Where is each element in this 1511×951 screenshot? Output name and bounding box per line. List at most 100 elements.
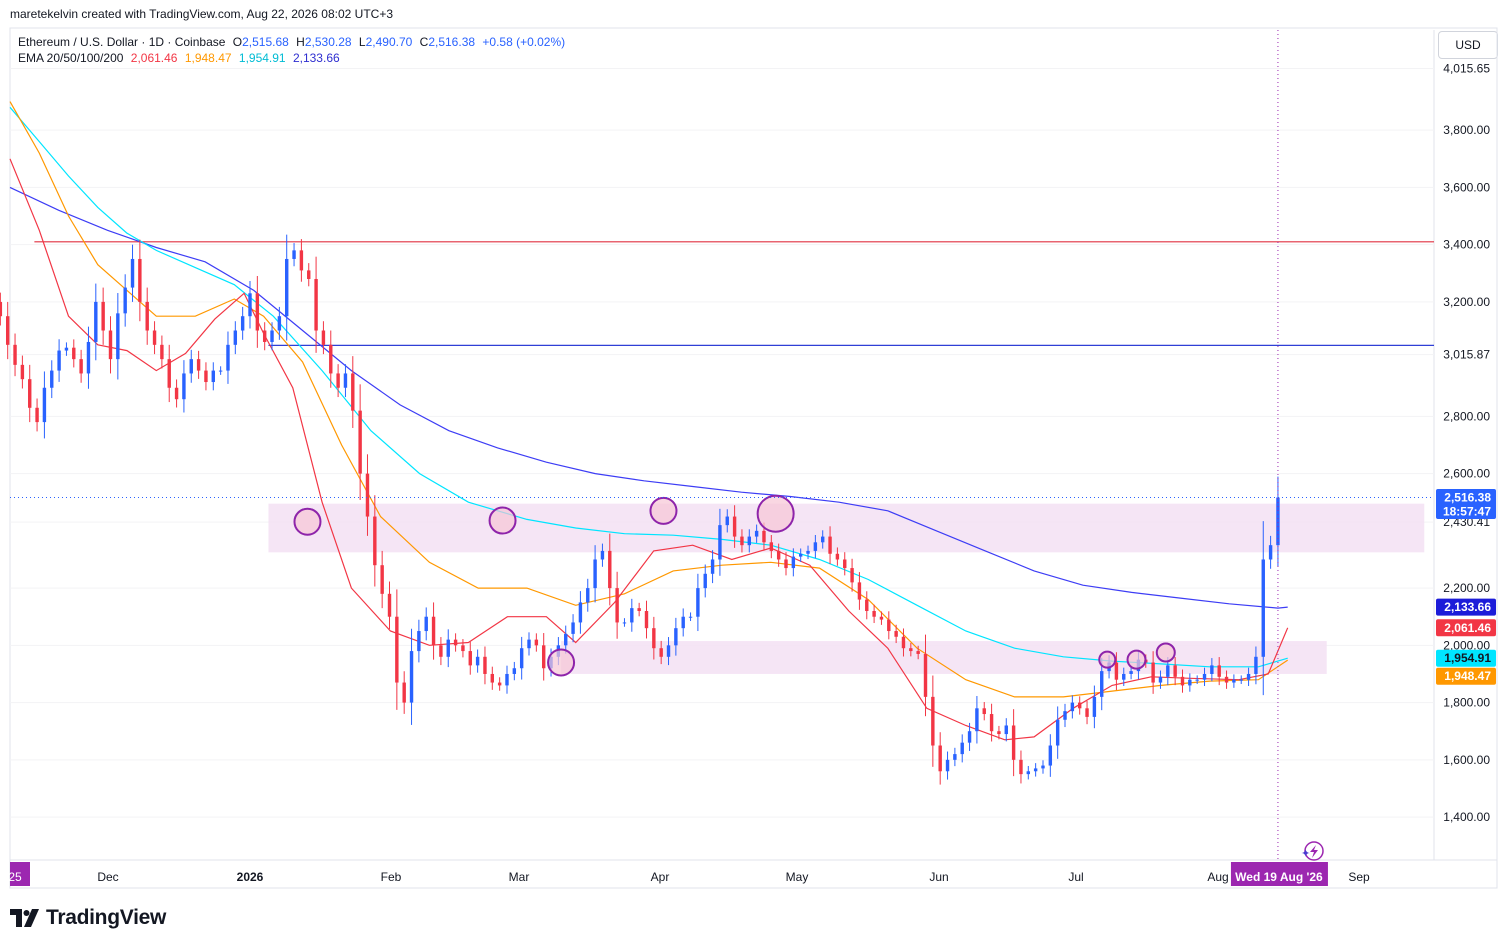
candle-body	[145, 301, 149, 331]
candle-body	[887, 619, 891, 632]
low-value: 2,490.70	[365, 35, 413, 49]
candle-body	[630, 608, 634, 623]
candle-body	[1261, 559, 1265, 657]
candle-body	[1122, 673, 1126, 680]
candle-body	[1048, 745, 1053, 766]
candle-body	[1041, 765, 1045, 769]
candle-body	[776, 550, 781, 560]
candle-body	[72, 347, 76, 360]
tradingview-logo[interactable]: TradingView	[10, 906, 166, 930]
candle-body	[615, 588, 619, 623]
candle-body	[174, 387, 179, 400]
candle-body	[901, 636, 906, 649]
candle-body	[843, 559, 847, 569]
candle-body	[182, 373, 186, 400]
candle-body	[967, 731, 972, 743]
low-label: L	[358, 35, 366, 49]
price-tick-label: 2,600.00	[1443, 467, 1490, 481]
candle-body	[1070, 702, 1075, 712]
price-label-text: 2,061.46	[1444, 621, 1491, 635]
price-label-text: 2,516.38	[1444, 491, 1491, 505]
candle-body	[975, 708, 979, 732]
candle-body	[380, 565, 384, 594]
candle-body	[439, 645, 443, 657]
candle-body	[358, 410, 362, 474]
crosshair-date-bg	[1230, 862, 1328, 886]
price-tick-label: 3,200.00	[1443, 295, 1490, 309]
candle-body	[541, 645, 546, 669]
close-label: C	[419, 35, 429, 49]
touch-marker-circle	[756, 494, 795, 533]
candle-body	[997, 731, 1001, 735]
candle-body	[1011, 725, 1016, 760]
ema-legend: EMA 20/50/100/200 2,061.46 1,948.47 1,95…	[18, 51, 344, 65]
candle-body	[1151, 662, 1155, 683]
candle-body	[916, 651, 920, 654]
candle-body	[307, 270, 311, 279]
touch-marker-circle	[1126, 649, 1147, 670]
touch-marker-circle	[1155, 642, 1176, 663]
price-tick-label: 4,015.65	[1443, 61, 1490, 75]
price-label-bg	[1436, 667, 1496, 685]
price-tick-label: 2,800.00	[1443, 409, 1490, 423]
candle-body	[240, 316, 245, 331]
candle-body	[35, 407, 39, 423]
candle-body	[652, 628, 656, 649]
attribution: maretekelvin created with TradingView.co…	[10, 7, 393, 21]
ema200-value: 2,133.66	[292, 51, 340, 65]
candle-body	[365, 473, 370, 517]
candle-body	[1004, 725, 1008, 735]
candle-body	[13, 344, 17, 365]
price-tick-label: 3,600.00	[1443, 180, 1490, 194]
candle-body	[1217, 665, 1221, 677]
candle-body	[373, 516, 377, 566]
ohlc-close: C2,516.38	[420, 35, 475, 49]
candle-body	[953, 754, 957, 760]
candle-body	[218, 370, 223, 372]
candle-body	[64, 347, 69, 351]
candle-body	[395, 616, 399, 683]
time-tick-label: 25	[8, 870, 22, 884]
candle-body	[784, 559, 788, 569]
candle-body	[1239, 679, 1243, 681]
time-tick-label: Jun	[929, 870, 948, 884]
candle-body	[798, 553, 803, 557]
candle-body	[123, 287, 127, 314]
time-label-bg	[10, 862, 30, 886]
price-label-bg	[1436, 489, 1496, 520]
time-tick-label: Sep	[1348, 870, 1370, 884]
price-label-text: 2,133.66	[1444, 600, 1491, 614]
open-value: 2,515.68	[242, 35, 289, 49]
candle-body	[571, 622, 575, 634]
price-tick-label: 3,400.00	[1443, 238, 1490, 252]
ema-label: EMA 20/50/100/200	[18, 51, 124, 65]
candle-body	[872, 611, 876, 617]
candle-body	[1055, 719, 1060, 746]
candle-body	[79, 359, 83, 374]
touch-marker-circle	[488, 506, 517, 535]
candle-body	[336, 373, 340, 388]
candle-body	[1224, 676, 1229, 683]
countdown-label: 18:57:47	[1443, 505, 1491, 519]
candle-body	[747, 536, 751, 546]
candle-body	[130, 258, 135, 288]
candle-body	[226, 344, 230, 371]
candle-body	[1033, 768, 1038, 772]
candle-body	[189, 359, 193, 374]
price-tick-label: 3,015.87	[1443, 348, 1490, 362]
candle-body	[696, 588, 700, 617]
candle-body	[1195, 679, 1199, 681]
candle-body	[1254, 656, 1258, 674]
candle-body	[666, 645, 671, 657]
touch-marker-circle	[1098, 650, 1117, 669]
candle-body	[791, 556, 796, 569]
candle-body	[329, 344, 333, 374]
currency-button[interactable]: USD	[1438, 31, 1498, 59]
candle-body	[417, 631, 421, 652]
candle-body	[5, 316, 10, 345]
price-tick-label: 2,200.00	[1443, 581, 1490, 595]
candle-body	[314, 279, 318, 331]
lightning-icon	[1310, 845, 1318, 858]
candle-body	[688, 616, 693, 618]
